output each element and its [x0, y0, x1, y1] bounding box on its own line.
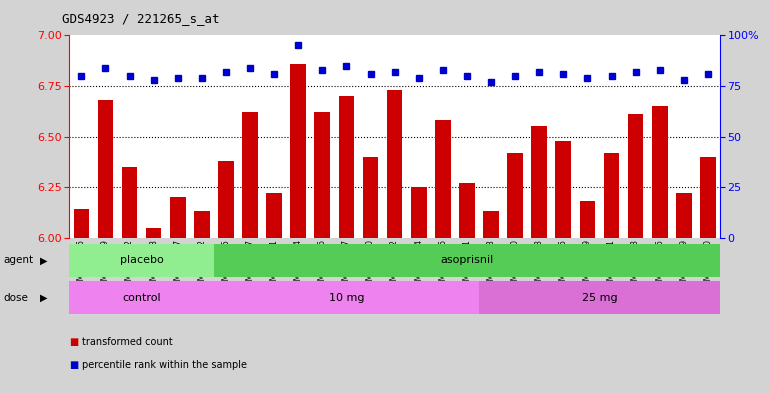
Bar — [218, 161, 234, 238]
Bar — [676, 193, 691, 238]
Text: asoprisnil: asoprisnil — [440, 255, 494, 265]
Bar — [69, 281, 214, 314]
Bar — [214, 244, 720, 277]
Text: transformed count: transformed count — [82, 337, 172, 347]
Text: control: control — [122, 293, 161, 303]
Bar — [170, 197, 186, 238]
Bar — [69, 244, 214, 277]
Bar — [652, 106, 668, 238]
Bar — [411, 187, 427, 238]
Bar — [555, 141, 571, 238]
Text: ▶: ▶ — [40, 255, 48, 265]
Bar — [214, 281, 479, 314]
Bar — [459, 183, 475, 238]
Bar — [266, 193, 282, 238]
Bar — [435, 120, 450, 238]
Bar — [98, 100, 113, 238]
Bar — [194, 211, 209, 238]
Bar — [363, 157, 378, 238]
Text: ■: ■ — [69, 337, 79, 347]
Text: GDS4923 / 221265_s_at: GDS4923 / 221265_s_at — [62, 12, 219, 25]
Bar — [604, 153, 619, 238]
Bar — [387, 90, 403, 238]
Text: agent: agent — [4, 255, 34, 265]
Text: placebo: placebo — [119, 255, 163, 265]
Bar — [580, 201, 595, 238]
Text: 25 mg: 25 mg — [581, 293, 618, 303]
Bar — [146, 228, 162, 238]
Bar — [290, 64, 306, 238]
Bar — [122, 167, 137, 238]
Bar — [243, 112, 258, 238]
Text: dose: dose — [4, 293, 28, 303]
Bar — [339, 96, 354, 238]
Text: ▶: ▶ — [40, 293, 48, 303]
Bar — [484, 211, 499, 238]
Text: ■: ■ — [69, 360, 79, 371]
Text: 10 mg: 10 mg — [329, 293, 364, 303]
Bar — [507, 153, 523, 238]
Bar — [531, 127, 547, 238]
Bar — [479, 281, 720, 314]
Bar — [314, 112, 330, 238]
Text: percentile rank within the sample: percentile rank within the sample — [82, 360, 246, 371]
Bar — [628, 114, 644, 238]
Bar — [700, 157, 716, 238]
Bar — [73, 209, 89, 238]
